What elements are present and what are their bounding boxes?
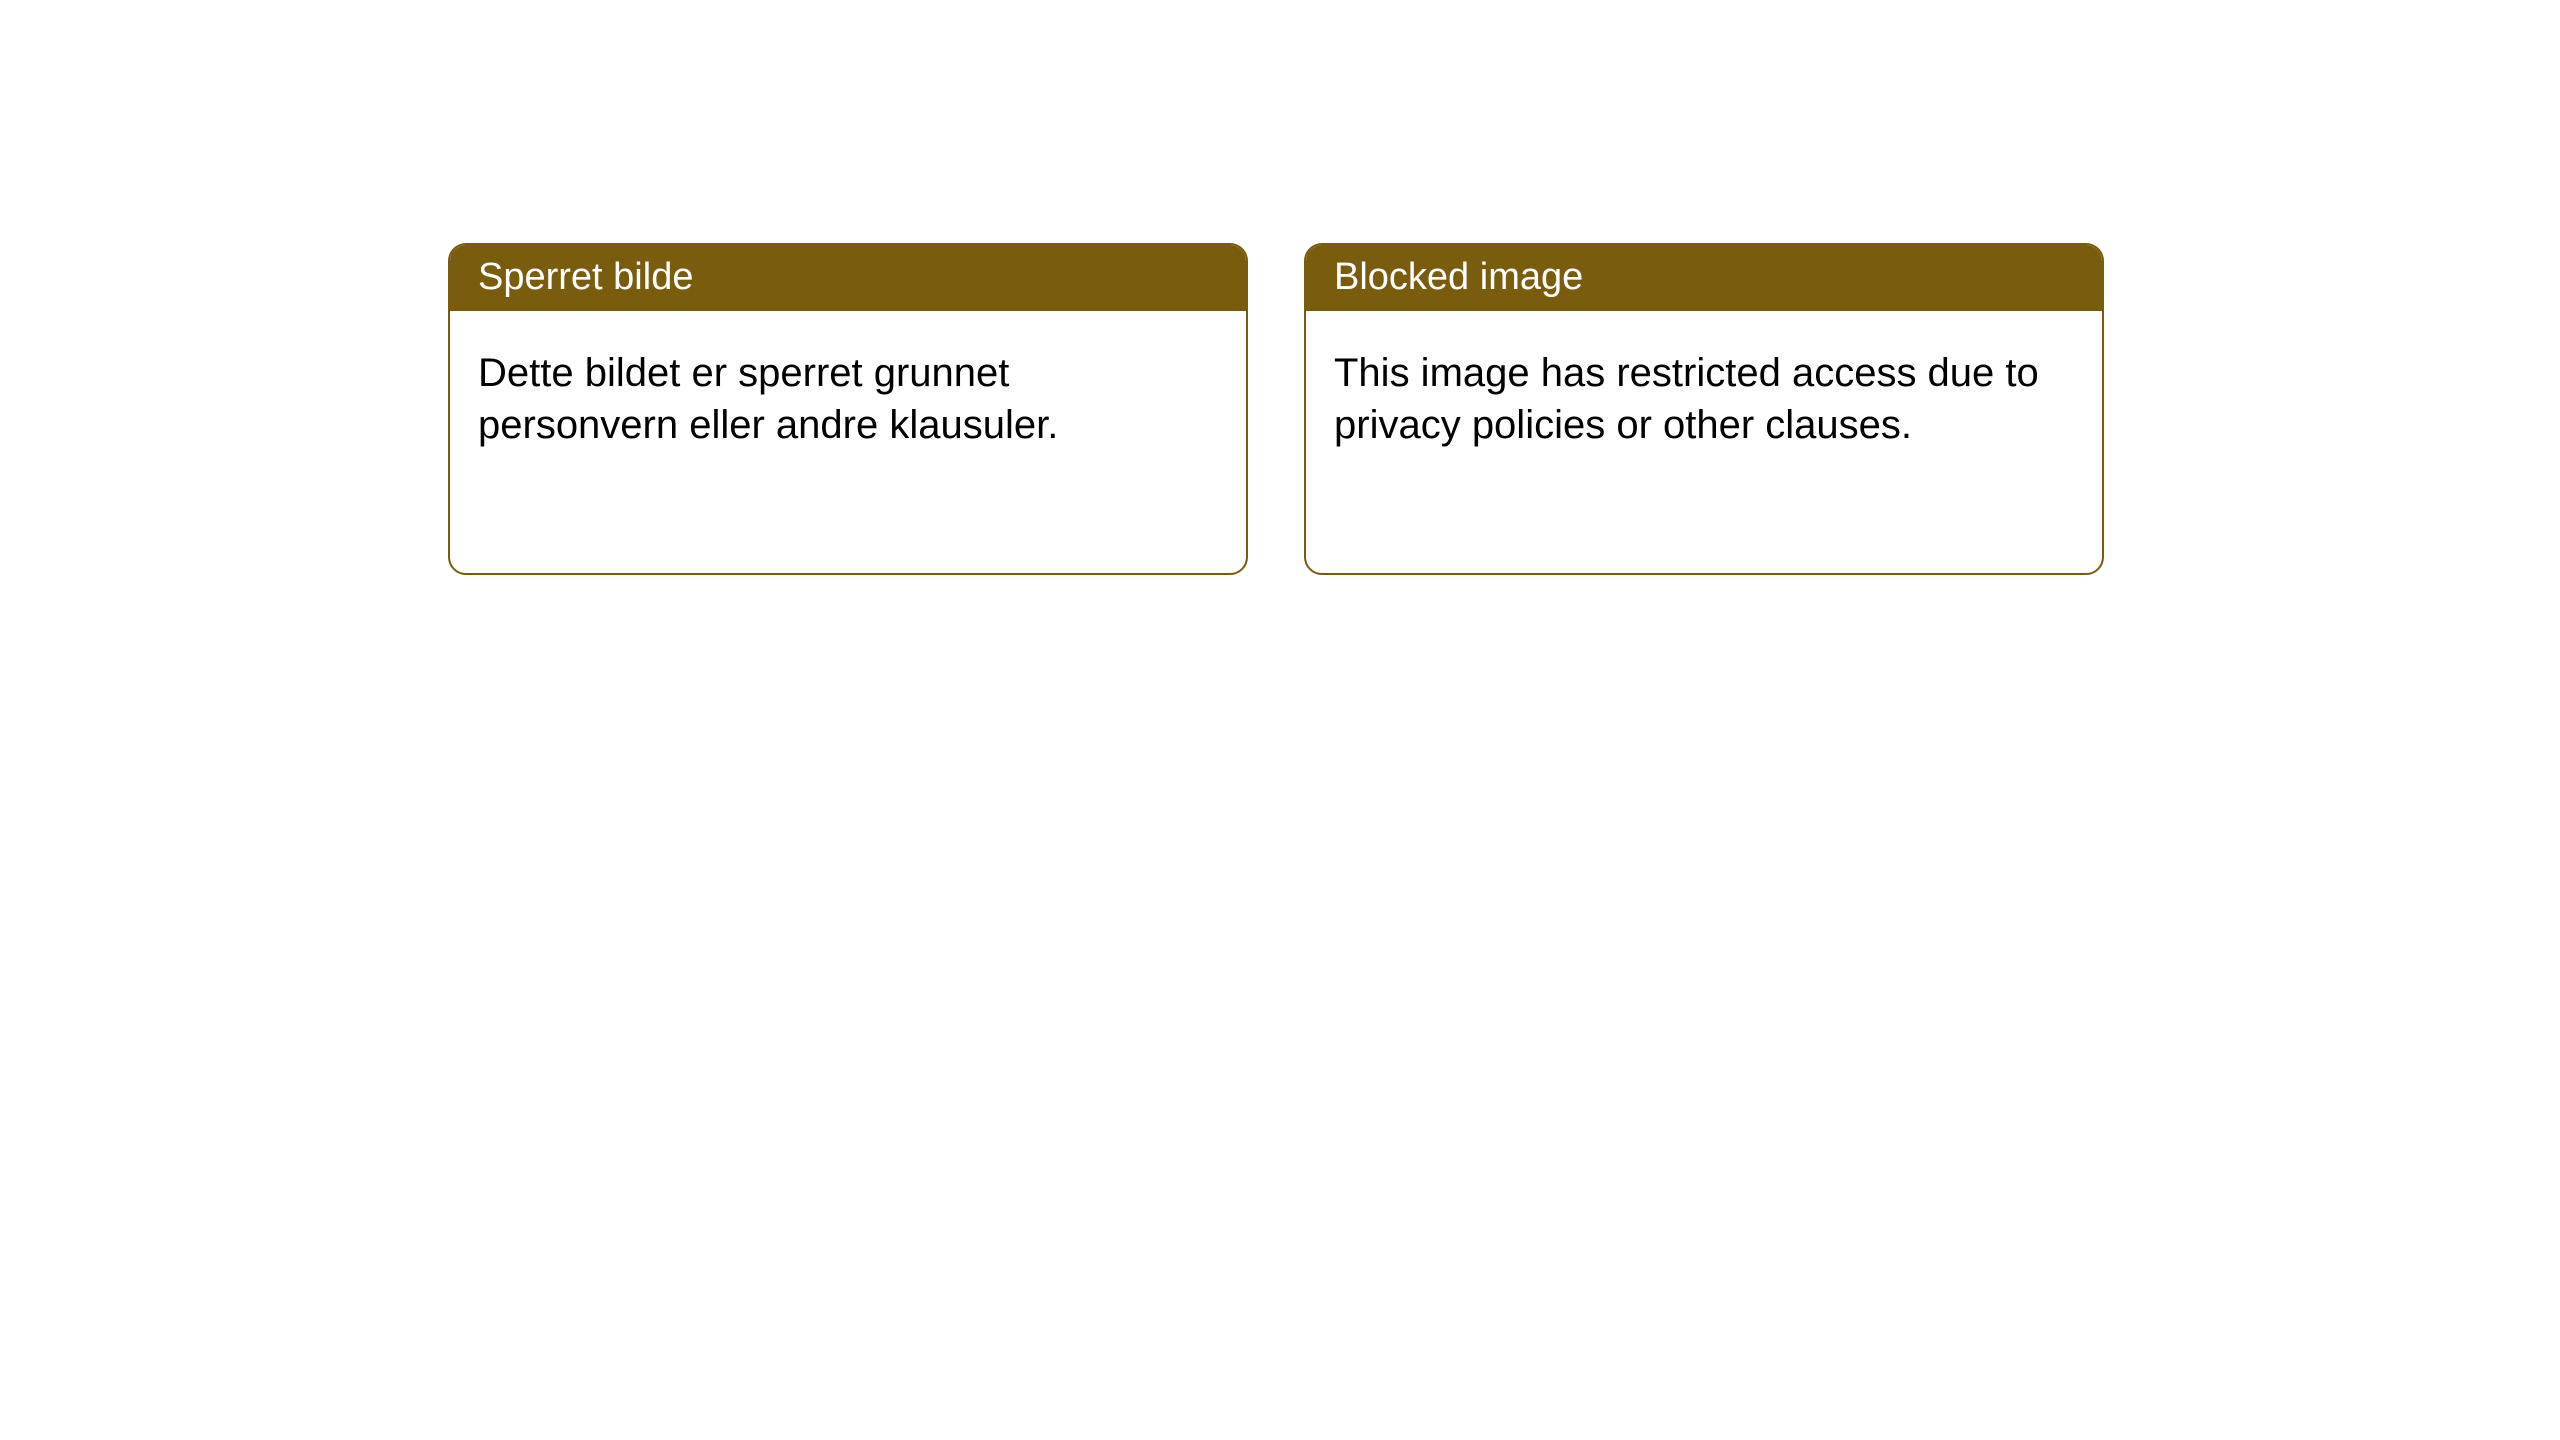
notice-card-norwegian: Sperret bilde Dette bildet er sperret gr… xyxy=(448,243,1248,575)
notice-header-norwegian: Sperret bilde xyxy=(450,245,1246,311)
notice-body-norwegian: Dette bildet er sperret grunnet personve… xyxy=(450,311,1246,487)
notice-body-english: This image has restricted access due to … xyxy=(1306,311,2102,487)
notice-container: Sperret bilde Dette bildet er sperret gr… xyxy=(0,0,2560,575)
notice-header-english: Blocked image xyxy=(1306,245,2102,311)
notice-card-english: Blocked image This image has restricted … xyxy=(1304,243,2104,575)
